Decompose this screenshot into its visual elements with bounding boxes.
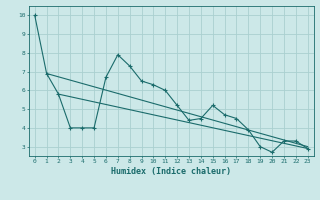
X-axis label: Humidex (Indice chaleur): Humidex (Indice chaleur) xyxy=(111,167,231,176)
